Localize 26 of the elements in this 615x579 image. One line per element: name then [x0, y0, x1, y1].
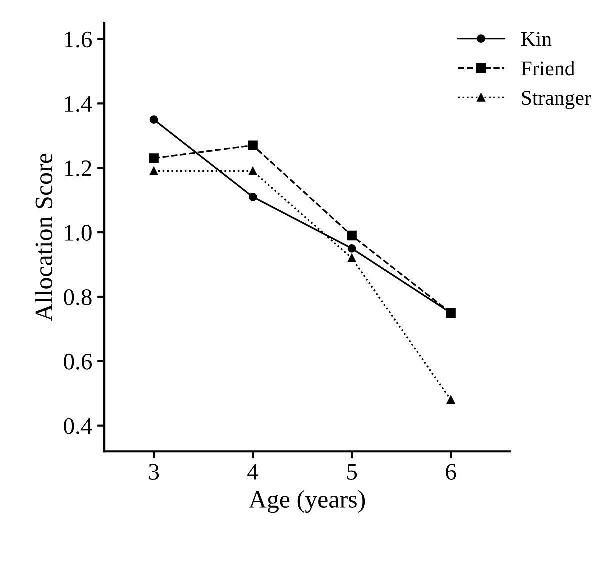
- y-tick-label: 1.4: [65, 96, 92, 112]
- point: [248, 167, 258, 176]
- y-tick-label: 0.8: [64, 289, 92, 306]
- point: [150, 116, 158, 124]
- point: [149, 154, 159, 164]
- point: [348, 244, 356, 253]
- x-axis-title: Age (years): [249, 490, 366, 514]
- point: [150, 167, 158, 176]
- point: [347, 230, 357, 241]
- point: [248, 140, 258, 150]
- x-tick-label: 5: [348, 464, 358, 480]
- y-tick-label: 0.4: [64, 418, 92, 434]
- y-tick-label: 1.2: [65, 160, 92, 177]
- x-tick-label: 3: [149, 464, 160, 480]
- y-tick-label: 0.6: [64, 354, 92, 370]
- point: [348, 254, 356, 262]
- y-axis-title: Allocation Score: [35, 154, 53, 322]
- y-tick-label: 1.6: [65, 32, 92, 48]
- point: [446, 396, 456, 404]
- legend-label: Stranger: [522, 91, 592, 110]
- point: [248, 192, 258, 202]
- x-tick-label: 4: [248, 464, 259, 480]
- legend-label: Friend: [521, 61, 575, 76]
- legend-label: Kin: [521, 32, 552, 46]
- x-tick-label: 6: [446, 464, 456, 480]
- y-tick-label: 1.0: [65, 225, 92, 242]
